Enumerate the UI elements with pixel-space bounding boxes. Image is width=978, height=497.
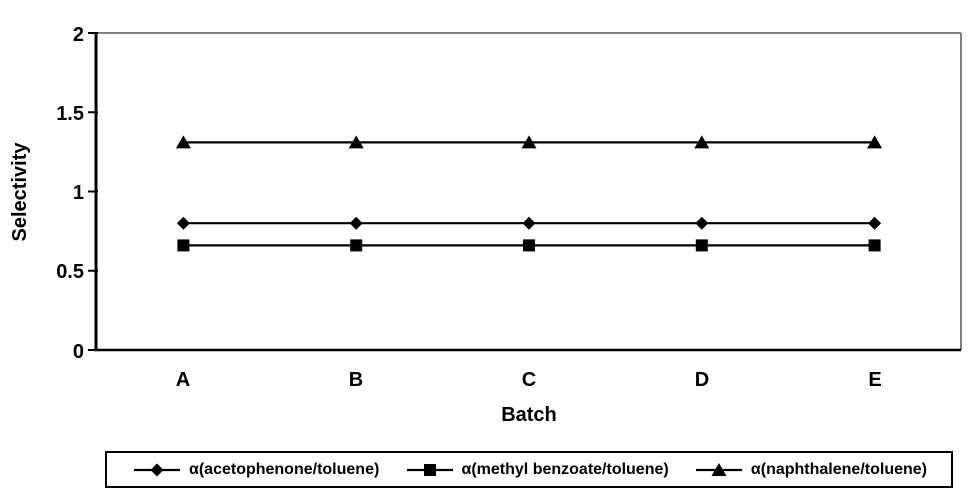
- diamond-marker-icon: [349, 216, 363, 230]
- diamond-marker-icon: [695, 216, 709, 230]
- square-marker-icon: [406, 463, 453, 476]
- diamond-marker-icon: [134, 463, 180, 476]
- triangle-marker-icon: [348, 135, 364, 149]
- triangle-marker-icon: [694, 135, 710, 149]
- y-tick-label-2: 2: [73, 24, 84, 46]
- triangle-marker-icon: [695, 462, 742, 476]
- square-marker-icon: [423, 463, 436, 476]
- legend-entry-acetophenone: α(acetophenone/toluene): [133, 461, 379, 479]
- series-square: [177, 239, 881, 252]
- y-axis-title: Selectivity: [9, 142, 31, 242]
- x-axis-title: Batch: [501, 404, 557, 426]
- legend-label: α(acetophenone/toluene): [189, 460, 380, 478]
- square-marker-icon: [523, 239, 535, 252]
- square-marker-icon: [868, 239, 881, 252]
- legend-label: α(naphthalene/toluene): [750, 460, 927, 478]
- x-category-label-b: B: [349, 369, 363, 391]
- y-tick-label-1: 1: [73, 182, 84, 204]
- square-marker-icon: [350, 239, 363, 252]
- legend: α(acetophenone/toluene) α(methyl benzoat…: [105, 451, 953, 488]
- y-tick-label-1p5: 1.5: [56, 103, 84, 125]
- plot-frame: [94, 32, 962, 352]
- legend-entry-naphthalene: α(naphthalene/toluene): [695, 461, 927, 479]
- x-category-label-e: E: [868, 369, 881, 391]
- x-category-label-d: D: [695, 369, 709, 391]
- diamond-marker-icon: [522, 216, 536, 230]
- triangle-marker-icon: [867, 135, 883, 149]
- series-triangle: [175, 135, 883, 149]
- triangle-marker-icon: [711, 462, 727, 476]
- legend-entry-methyl-benzoate: α(methyl benzoate/toluene): [406, 461, 669, 479]
- y-axis-ticks: [88, 32, 98, 351]
- diamond-marker-icon: [176, 216, 190, 230]
- square-marker-icon: [695, 239, 708, 252]
- x-category-label-c: C: [522, 369, 536, 391]
- series-diamond: [176, 216, 882, 230]
- line-chart: 2 1.5 1 0.5 0 A B C D E Batch Selectivit…: [9, 24, 962, 426]
- series-group: [175, 135, 883, 252]
- y-tick-label-0: 0: [73, 341, 84, 363]
- diamond-marker-icon: [868, 216, 882, 230]
- diamond-marker-icon: [150, 463, 164, 476]
- triangle-marker-icon: [175, 135, 191, 149]
- legend-label: α(methyl benzoate/toluene): [461, 460, 669, 478]
- triangle-marker-icon: [521, 135, 537, 149]
- x-category-label-a: A: [176, 369, 190, 391]
- y-tick-label-0p5: 0.5: [56, 261, 84, 283]
- square-marker-icon: [177, 239, 190, 252]
